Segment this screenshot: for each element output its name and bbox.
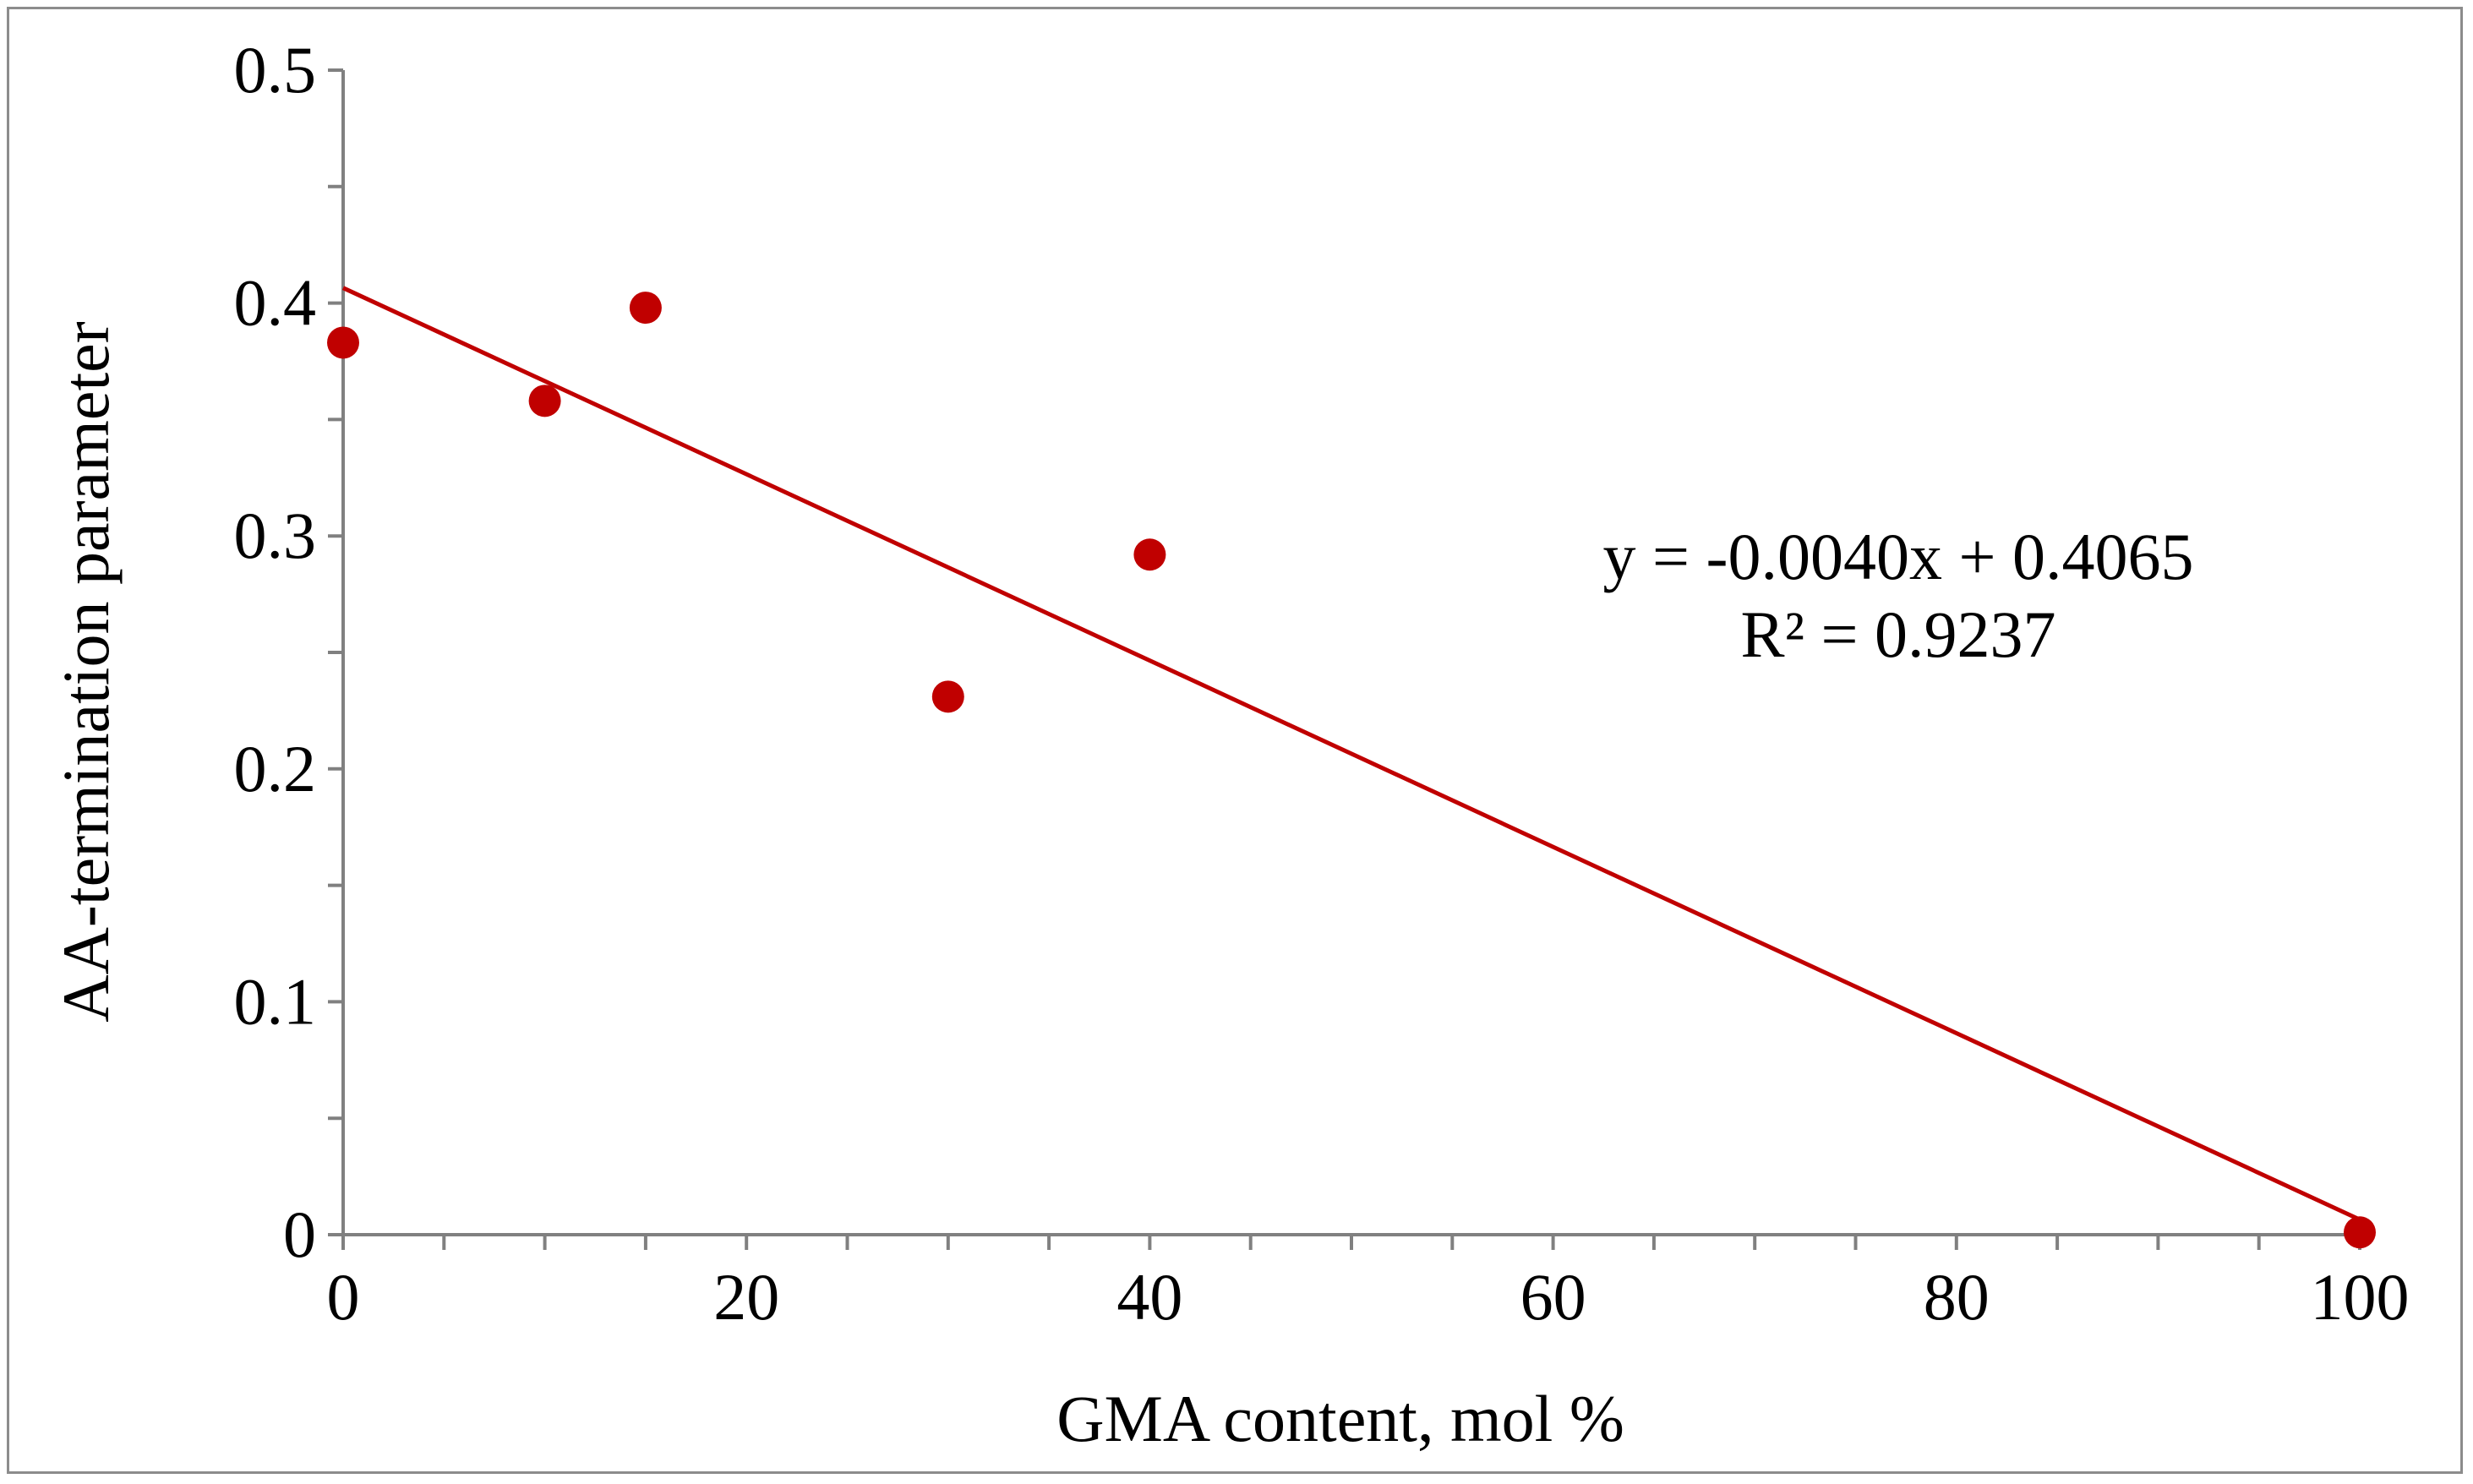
trendline-equation: y = -0.0040x + 0.4065: [1603, 520, 2194, 593]
x-tick-label: 60: [1520, 1260, 1586, 1334]
data-point: [2344, 1216, 2376, 1249]
y-tick-label: 0.2: [234, 732, 317, 805]
y-tick-label: 0: [283, 1198, 316, 1271]
data-point: [327, 326, 359, 359]
y-axis: 0 0.1 0.2 0.3 0.4 0.5: [234, 33, 345, 1271]
y-axis-title: AA-termination parameter: [49, 321, 123, 1022]
r-squared-label: R² = 0.9237: [1741, 597, 2056, 671]
x-tick-label: 80: [1924, 1260, 1990, 1334]
data-point: [528, 385, 561, 417]
trendline: [341, 286, 2361, 1222]
x-tick-label: 0: [327, 1260, 360, 1334]
data-point: [629, 292, 662, 325]
y-tick-label: 0.1: [234, 964, 317, 1038]
x-tick-label: 20: [713, 1260, 779, 1334]
data-point: [931, 680, 964, 713]
x-tick-label: 100: [2311, 1260, 2410, 1334]
y-tick-label: 0.3: [234, 499, 317, 572]
trendline-group: [341, 286, 2361, 1222]
y-tick-label: 0.5: [234, 33, 317, 106]
chart-frame: [7, 7, 2463, 1474]
data-points: [327, 292, 2376, 1249]
x-axis-title: GMA content, mol %: [1056, 1382, 1624, 1455]
y-tick-label: 0.4: [234, 266, 317, 340]
data-point: [1133, 538, 1166, 571]
x-tick-label: 40: [1116, 1260, 1182, 1334]
x-axis: 0 20 40 60 80 100: [327, 1233, 2410, 1334]
